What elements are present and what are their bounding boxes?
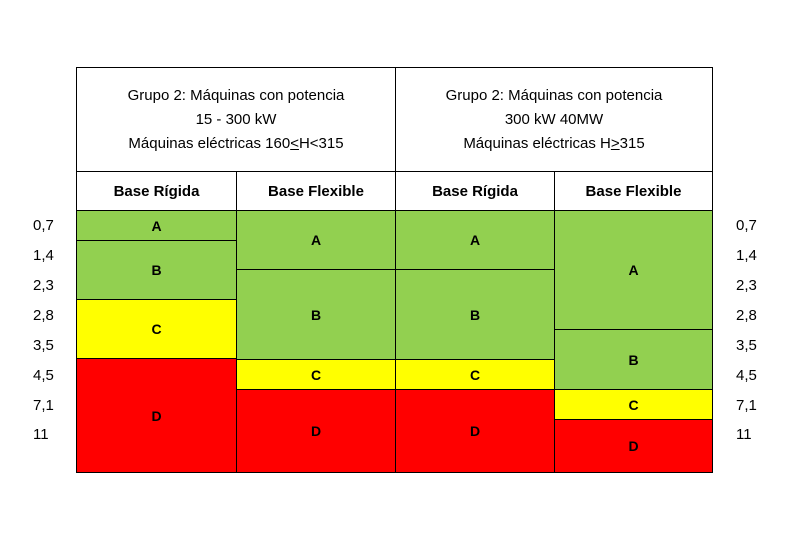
group-title: Grupo 2: Máquinas con potencia: [445, 86, 663, 104]
zone-d: D: [236, 389, 396, 473]
scale-label-left: 7,1: [33, 397, 54, 414]
zone-c: C: [76, 299, 237, 359]
scale-label-left: 2,3: [33, 277, 54, 294]
subheader-base-flexible-2: Base Flexible: [554, 171, 713, 211]
zone-c: C: [554, 389, 713, 420]
group-header-2: Grupo 2: Máquinas con potencia 300 kW 40…: [395, 67, 713, 172]
group-power-range: 300 kW 40MW: [504, 110, 604, 128]
scale-label-left: 0,7: [33, 217, 54, 234]
subheader-base-flexible-1: Base Flexible: [236, 171, 396, 211]
scale-label-right: 0,7: [736, 217, 757, 234]
scale-label-left: 2,8: [33, 307, 54, 324]
zone-b: B: [76, 240, 237, 300]
group-power-range: 15 - 300 kW: [195, 110, 277, 128]
subheader-base-rigida-2: Base Rígida: [395, 171, 555, 211]
group-header-1: Grupo 2: Máquinas con potencia 15 - 300 …: [76, 67, 396, 172]
subheader-base-rigida-1: Base Rígida: [76, 171, 237, 211]
zone-c: C: [236, 359, 396, 390]
zone-d: D: [76, 358, 237, 473]
scale-label-left: 11: [33, 426, 49, 443]
scale-label-right: 2,3: [736, 277, 757, 294]
scale-label-left: 1,4: [33, 247, 54, 264]
scale-label-left: 4,5: [33, 367, 54, 384]
zone-b: B: [554, 329, 713, 390]
scale-label-left: 3,5: [33, 337, 54, 354]
zone-a: A: [76, 210, 237, 241]
zone-a: A: [554, 210, 713, 330]
zone-b: B: [395, 269, 555, 360]
scale-label-right: 4,5: [736, 367, 757, 384]
zone-c: C: [395, 359, 555, 390]
scale-label-right: 1,4: [736, 247, 757, 264]
group-machine-range: Máquinas eléctricas 160<H<315: [128, 134, 344, 152]
scale-label-right: 3,5: [736, 337, 757, 354]
scale-label-right: 2,8: [736, 307, 757, 324]
zone-d: D: [395, 389, 555, 473]
scale-label-right: 7,1: [736, 397, 757, 414]
zone-a: A: [395, 210, 555, 270]
group-machine-range: Máquinas eléctricas H>315: [463, 134, 645, 152]
zone-d: D: [554, 419, 713, 473]
group-title: Grupo 2: Máquinas con potencia: [127, 86, 345, 104]
zone-a: A: [236, 210, 396, 270]
zone-b: B: [236, 269, 396, 360]
scale-label-right: 11: [736, 426, 752, 443]
